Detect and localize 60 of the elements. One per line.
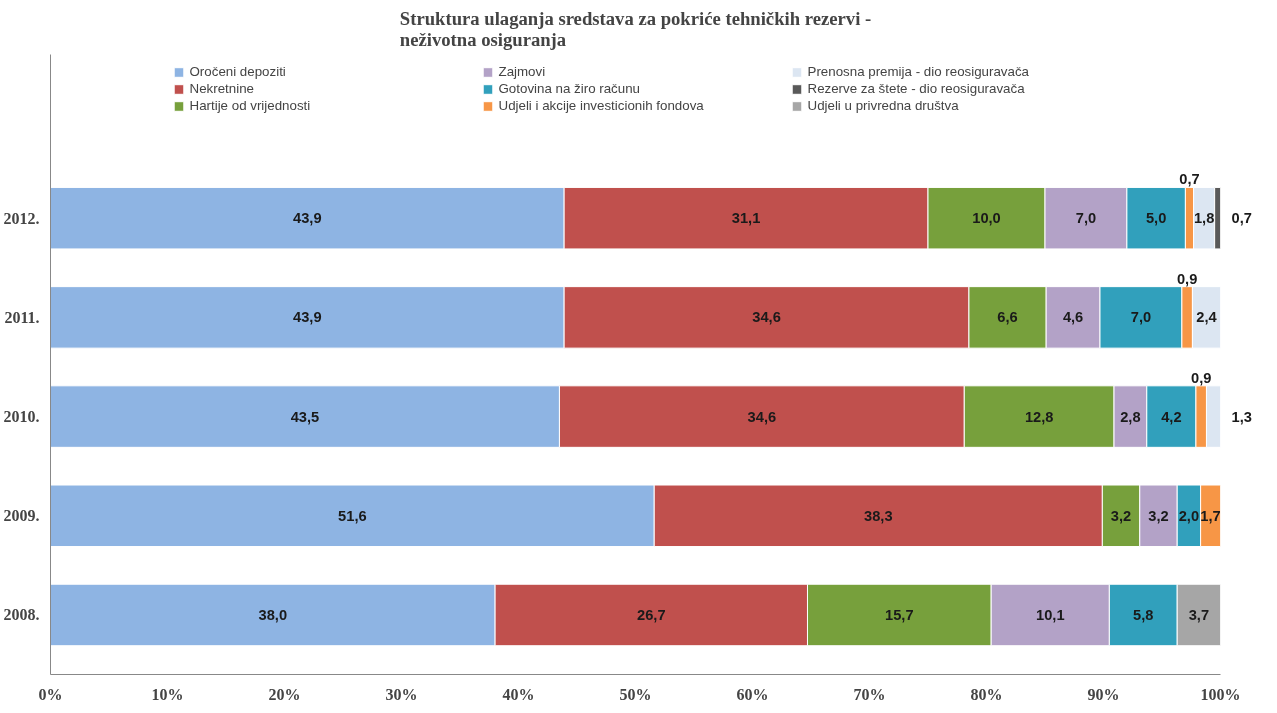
data-label: 2,4	[1196, 309, 1218, 326]
data-label: 26,7	[637, 606, 666, 623]
chart-title: Struktura ulaganja sredstava za pokriće tehničkih rezervi - neživotna osiguranja	[399, 7, 872, 50]
data-label: 3,2	[1110, 507, 1132, 524]
legend-label: Udjeli u privredna društva	[807, 98, 960, 113]
data-label: 0,9	[1191, 369, 1212, 386]
legend-label: Prenosna premija - dio reosiguravača	[807, 64, 1030, 79]
data-label: 38,3	[864, 507, 893, 524]
data-label: 51,6	[338, 507, 367, 524]
data-label: 43,5	[290, 408, 320, 425]
data-label: 5,0	[1145, 210, 1167, 227]
legend-label: Rezerve za štete - dio reosiguravača	[807, 81, 1026, 96]
data-label: 2,0	[1178, 507, 1200, 524]
data-label: 31,1	[731, 210, 761, 227]
x-tick-label: 80%	[970, 685, 1003, 703]
data-label: 3,7	[1188, 606, 1210, 623]
data-label: 38,0	[258, 606, 288, 623]
data-label: 0,9	[1176, 270, 1198, 287]
legend-label: Zajmovi	[498, 64, 547, 79]
y-tick-label: 2008.	[3, 606, 40, 624]
x-tick-label: 40%	[502, 685, 535, 703]
y-tick-label: 2012.	[3, 209, 40, 227]
data-label: 7,0	[1075, 210, 1097, 227]
data-label: 43,9	[293, 309, 322, 326]
data-label: 1,3	[1231, 408, 1252, 425]
data-label: 12,8	[1024, 408, 1054, 425]
data-label: 7,0	[1130, 309, 1152, 326]
x-tick-label: 0%	[38, 685, 63, 703]
x-tick-label: 30%	[385, 685, 418, 703]
x-tick-label: 100%	[1200, 685, 1241, 703]
data-label: 5,8	[1133, 606, 1154, 623]
x-tick-label: 60%	[736, 685, 769, 703]
data-label: 6,6	[997, 309, 1018, 326]
x-tick-label: 90%	[1087, 685, 1120, 703]
legend-label: Udjeli i akcije investicionih fondova	[498, 98, 705, 113]
x-tick-label: 70%	[853, 685, 886, 703]
data-label: 2,8	[1120, 408, 1141, 425]
data-label: 4,6	[1062, 309, 1084, 326]
data-label: 34,6	[752, 309, 781, 326]
data-label: 1,7	[1200, 507, 1221, 524]
x-tick-label: 20%	[268, 685, 301, 703]
data-label: 0,7	[1179, 171, 1200, 188]
data-label: 10,1	[1036, 606, 1065, 623]
data-label: 15,7	[885, 606, 914, 623]
data-label: 0,7	[1231, 210, 1252, 227]
y-tick-label: 2009.	[3, 507, 40, 525]
legend-label: Gotovina na žiro računu	[498, 81, 641, 96]
data-label: 3,2	[1148, 507, 1169, 524]
legend-label: Nekretnine	[189, 81, 255, 96]
data-label: 1,8	[1193, 210, 1215, 227]
y-tick-label: 2011.	[4, 308, 40, 326]
x-tick-label: 10%	[151, 685, 184, 703]
data-label: 10,0	[972, 210, 1001, 227]
legend-label: Hartije od vrijednosti	[189, 98, 312, 113]
data-label: 34,6	[747, 408, 777, 425]
x-tick-label: 50%	[619, 685, 652, 703]
y-tick-label: 2010.	[3, 408, 40, 426]
data-label: 4,2	[1161, 408, 1182, 425]
legend-label: Oročeni depoziti	[189, 64, 287, 79]
data-label: 43,9	[293, 210, 322, 227]
